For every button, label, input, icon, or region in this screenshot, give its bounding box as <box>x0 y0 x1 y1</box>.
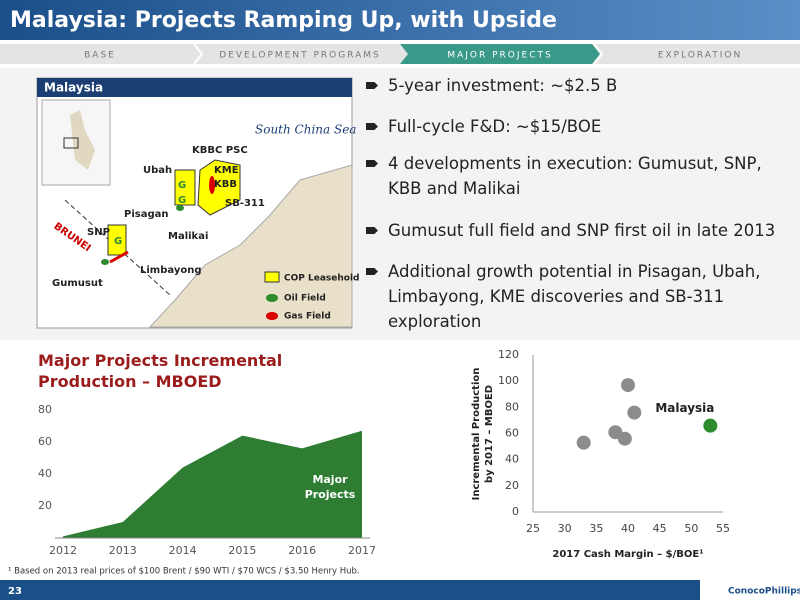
map-label: KBBC PSC <box>192 145 248 156</box>
page-number: 23 <box>8 586 22 597</box>
y-tick-label: 60 <box>505 427 519 440</box>
x-tick-label: 2013 <box>109 544 137 557</box>
gas-field <box>209 176 215 194</box>
legend-label: COP Leasehold <box>284 274 359 284</box>
lease <box>174 169 196 206</box>
logo-box <box>700 580 800 600</box>
x-tick-label: 50 <box>684 522 698 535</box>
slide-title: Malaysia: Projects Ramping Up, with Upsi… <box>10 8 557 33</box>
map-label: KBB <box>214 179 237 190</box>
map-label: Malikai <box>168 231 208 242</box>
inset-box <box>63 137 79 149</box>
bullet: Gumusut full field and SNP first oil in … <box>388 218 783 243</box>
lease <box>107 224 127 256</box>
bullet: Full-cycle F&D: ~$15/BOE <box>388 114 783 139</box>
point-label: Malaysia <box>655 401 714 415</box>
oil-field <box>101 259 109 265</box>
lease <box>197 159 241 216</box>
y-tick-label: 0 <box>512 505 519 518</box>
map-label: Limbayong <box>140 265 201 276</box>
active-tab <box>400 44 600 64</box>
map-label: G <box>178 195 186 206</box>
map-label: South China Sea <box>255 123 356 137</box>
legend-swatch <box>266 312 278 320</box>
y-axis-label: by 2017 – MBOED <box>484 385 495 483</box>
map-label: Ubah <box>143 165 172 176</box>
y-tick-label: 120 <box>498 348 519 361</box>
bullet: 5-year investment: ~$2.5 B <box>388 73 783 98</box>
y-tick-label: 80 <box>505 400 519 413</box>
point <box>617 431 632 446</box>
chart-title: Major Projects Incremental Production – … <box>38 351 283 391</box>
point <box>703 418 718 433</box>
x-tick-label: 35 <box>589 522 603 535</box>
bullet: 4 developments in execution: Gumusut, SN… <box>388 151 783 201</box>
area <box>63 430 362 538</box>
y-tick-label: 20 <box>505 479 519 492</box>
point <box>621 378 635 393</box>
title-bar <box>0 0 800 40</box>
bullet: Additional growth potential in Pisagan, … <box>388 259 783 334</box>
tab-label: DEVELOPMENT PROGRAMS <box>219 51 380 61</box>
area-chart: 20 40 60 80 2012 2013 2014 2015 2016 2017 <box>38 403 376 557</box>
legend-label: Oil Field <box>284 294 326 304</box>
legend-swatch <box>264 271 280 283</box>
tab-bar <box>0 44 800 64</box>
y-axis-label: Incremental Production <box>471 368 482 501</box>
scatter-chart: 0 20 40 60 80 100 120 25 30 35 40 45 50 55 Malaysia 201… <box>471 348 730 560</box>
oil-field <box>176 205 184 211</box>
land <box>148 164 353 328</box>
tab-separator <box>593 43 604 65</box>
tab-label: MAJOR PROJECTS <box>447 51 552 61</box>
x-tick-label: 40 <box>621 522 635 535</box>
x-tick-label: 2012 <box>49 544 77 557</box>
map-header <box>37 78 352 97</box>
y-tick-label: 40 <box>38 467 52 480</box>
point <box>627 405 642 420</box>
map-label: G <box>178 180 186 191</box>
y-tick-label: 40 <box>505 453 519 466</box>
y-tick-label: 20 <box>38 499 52 512</box>
inset-land <box>70 110 95 170</box>
tab-label: BASE <box>84 51 116 61</box>
annotation: Major Projects <box>304 473 356 501</box>
legend-label: Gas Field <box>284 312 331 322</box>
footnote: ¹ Based on 2013 real prices of $100 Bren… <box>8 567 360 577</box>
map-label: Gumusut <box>52 278 103 289</box>
gas-field <box>109 250 129 264</box>
y-tick-label: 80 <box>38 403 52 416</box>
map-label: Pisagan <box>124 209 168 220</box>
x-tick-label: 30 <box>558 522 572 535</box>
x-tick-label: 45 <box>653 522 667 535</box>
y-tick-label: 100 <box>498 374 519 387</box>
map-label: G <box>114 236 122 247</box>
legend-swatch <box>266 294 278 302</box>
footer-bar <box>0 580 800 600</box>
x-tick-label: 25 <box>526 522 540 535</box>
x-tick-label: 2017 <box>348 544 376 557</box>
x-tick-label: 2014 <box>169 544 197 557</box>
map-label: SB-311 <box>225 198 265 209</box>
point <box>576 435 591 450</box>
x-tick-label: 2016 <box>288 544 316 557</box>
map-label: KME <box>214 165 239 176</box>
tabs: BASE DEVELOPMENT PROGRAMS MAJOR PROJECTS EX… <box>84 43 742 65</box>
tab-label: EXPLORATION <box>658 51 742 61</box>
x-tick-label: 55 <box>716 522 730 535</box>
tab-separator <box>193 43 204 65</box>
x-axis-label: 2017 Cash Margin – $/BOE¹ <box>552 549 703 560</box>
map-label: SNP <box>87 227 110 238</box>
y-tick-label: 60 <box>38 435 52 448</box>
x-tick-label: 2015 <box>228 544 256 557</box>
map-title: Malaysia <box>44 81 103 95</box>
logo: ConocoPhillips <box>728 587 800 597</box>
